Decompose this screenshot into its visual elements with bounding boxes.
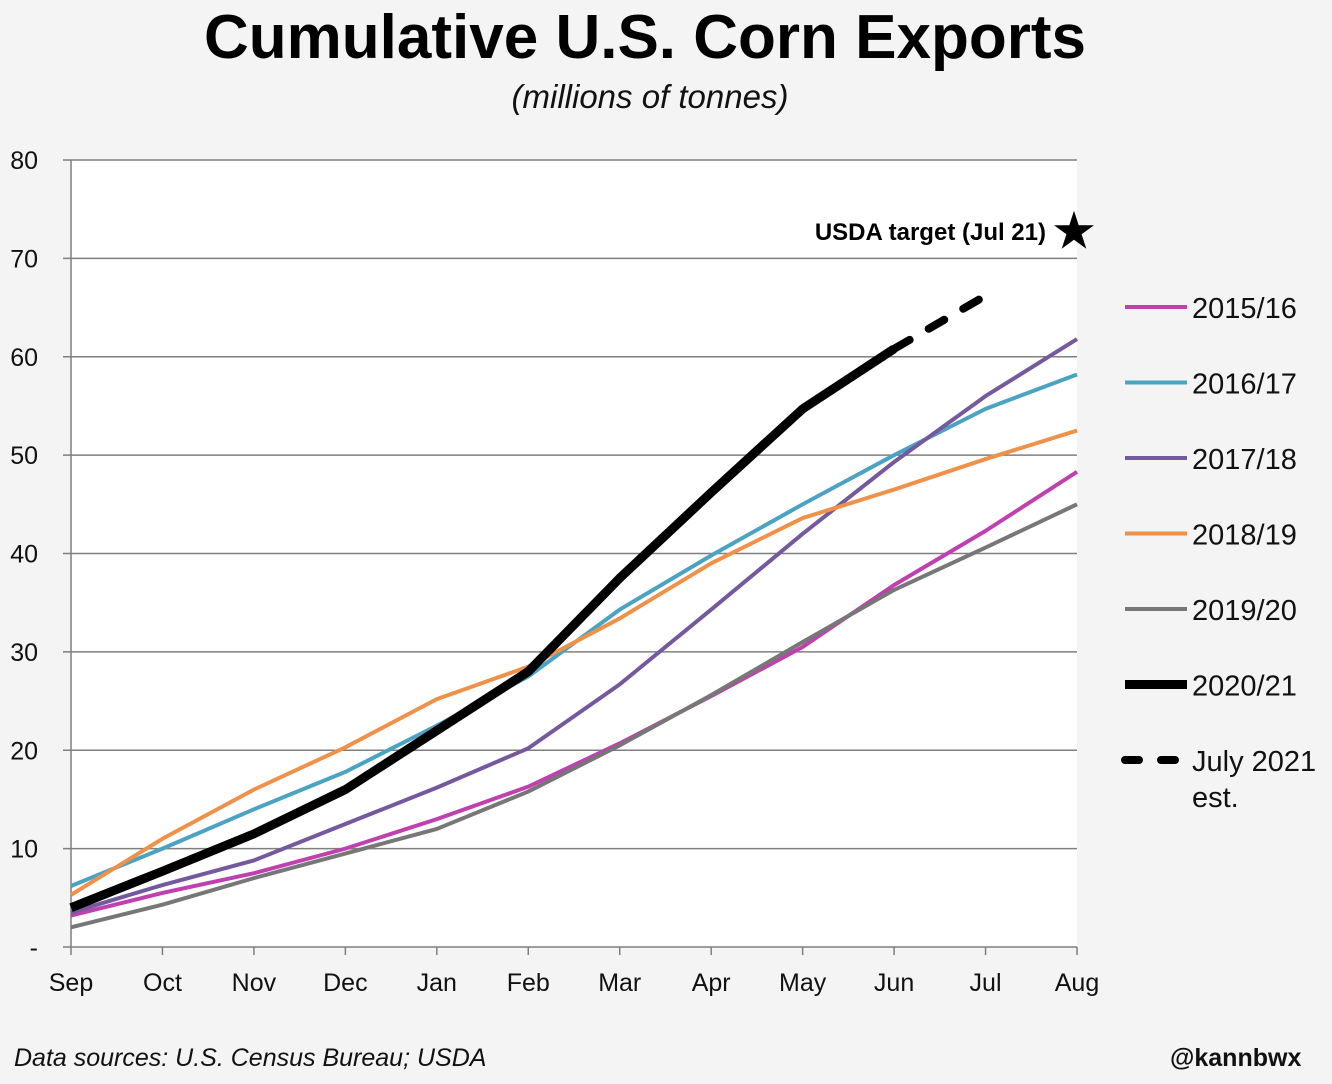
legend-label-cont: est.	[1192, 782, 1239, 814]
chart-title: Cumulative U.S. Corn Exports	[204, 3, 1086, 72]
x-tick-label: Nov	[232, 969, 277, 997]
x-tick-label: Feb	[507, 969, 550, 997]
legend-label: July 2021	[1192, 746, 1316, 778]
legend-label: 2017/18	[1192, 444, 1297, 476]
x-tick-label: Jan	[417, 969, 457, 997]
y-tick-label: -	[30, 934, 38, 962]
y-tick-label: 50	[10, 442, 38, 470]
x-tick-label: Oct	[143, 969, 182, 997]
x-tick-label: May	[779, 969, 827, 997]
x-tick-label: Apr	[692, 969, 731, 997]
series-line-2020-21	[69, 345, 897, 912]
author-handle: @kannbwx	[1170, 1044, 1302, 1072]
series-line-2017-18	[70, 337, 1079, 915]
data-source-note: Data sources: U.S. Census Bureau; USDA	[14, 1044, 487, 1072]
star-icon	[1054, 210, 1094, 249]
usda-target-label: USDA target (Jul 21)	[815, 219, 1046, 246]
y-tick-label: 10	[10, 836, 38, 864]
legend-label: 2015/16	[1192, 293, 1297, 325]
y-tick-label: 30	[10, 639, 38, 667]
x-tick-label: Mar	[598, 969, 641, 997]
series-line-2018-19	[69, 428, 1078, 897]
legend-label: 2016/17	[1192, 369, 1297, 401]
legend-label: 2019/20	[1192, 595, 1297, 627]
series-line-2015-16	[70, 470, 1079, 918]
chart-subtitle: (millions of tonnes)	[511, 78, 789, 115]
x-tick-label: Jul	[970, 969, 1002, 997]
y-tick-label: 60	[10, 344, 38, 372]
y-tick-label: 80	[10, 147, 38, 175]
legend-label: 2020/21	[1192, 671, 1297, 703]
x-tick-label: Dec	[323, 969, 367, 997]
y-tick-label: 70	[10, 245, 38, 273]
y-tick-label: 40	[10, 541, 38, 569]
series-line-july-2021-est-	[890, 291, 990, 353]
x-tick-label: Jun	[874, 969, 914, 997]
y-tick-label: 20	[10, 737, 38, 765]
series-line-2019-20	[70, 502, 1078, 930]
x-tick-label: Sep	[49, 969, 93, 997]
x-tick-label: Aug	[1055, 969, 1099, 997]
legend-label: 2018/19	[1192, 520, 1297, 552]
